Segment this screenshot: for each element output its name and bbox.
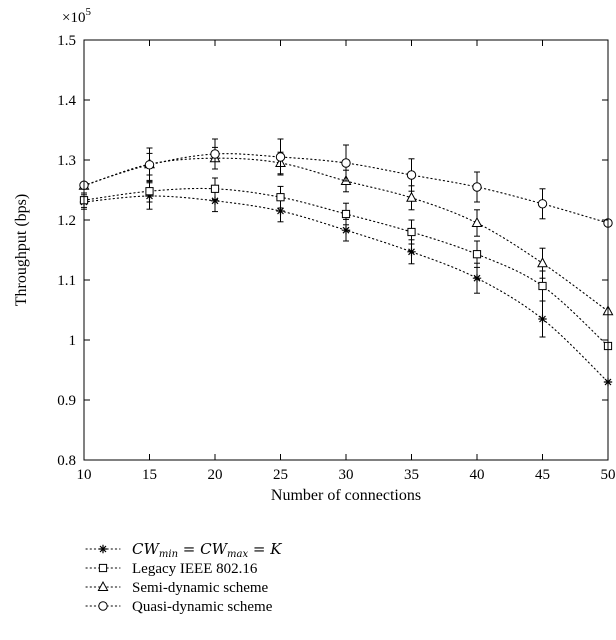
- marker-circle: [144, 160, 155, 170]
- y-tick-label: 1.3: [57, 153, 76, 169]
- axes-frame: [83, 39, 609, 461]
- data-point: [210, 184, 220, 193]
- marker-square: [145, 187, 154, 196]
- data-point: [471, 216, 483, 227]
- x-tick-label: 30: [339, 467, 354, 483]
- marker-asterisk: [98, 544, 108, 554]
- legend-label-legacy: Legacy IEEE 802.16: [132, 561, 258, 577]
- data-point: [210, 196, 220, 205]
- data-point: [407, 247, 416, 256]
- legend-math-sub-min: min: [159, 549, 178, 560]
- y-tick-label: 1.4: [57, 93, 76, 109]
- data-point: [341, 226, 351, 235]
- data-point: [276, 206, 285, 216]
- legend: CWmin = CWmax = K Legacy IEEE 802.16 Sem…: [85, 540, 282, 615]
- data-point: [472, 182, 482, 192]
- axes: ×105 Number of connections Throughput (b…: [13, 6, 616, 504]
- y-axis-multiplier: ×105: [62, 6, 91, 26]
- y-axis-multiplier-base: ×10: [62, 10, 85, 26]
- data-point: [538, 281, 547, 291]
- legend-marker-triangle: [97, 580, 109, 591]
- x-tick-label: 25: [273, 467, 288, 483]
- marker-asterisk: [472, 274, 482, 283]
- x-tick-label: 50: [601, 467, 616, 483]
- data-point: [472, 274, 482, 283]
- legend-math-cw-2: CW: [200, 540, 228, 558]
- x-tick-label: 35: [404, 467, 419, 483]
- marker-circle: [406, 170, 417, 180]
- data-point: [472, 250, 482, 259]
- marker-square: [276, 193, 285, 202]
- y-tick-label: 1.2: [57, 213, 76, 229]
- data-point: [538, 314, 547, 324]
- legend-math-eq-1: =: [178, 540, 200, 558]
- x-tick-label: 40: [470, 467, 485, 483]
- y-tick-label: 0.8: [57, 453, 76, 469]
- legend-math-eq-2: = K: [248, 540, 282, 558]
- marker-triangle: [97, 580, 109, 591]
- legend-marker-square: [98, 563, 108, 573]
- marker-asterisk: [538, 314, 547, 324]
- marker-triangle: [406, 191, 417, 202]
- data-point: [407, 227, 416, 237]
- legend-math-cw-1: CW: [132, 540, 160, 558]
- series-circle: [79, 138, 613, 228]
- legend-label-cw-equal: CWmin = CWmax = K: [132, 540, 282, 560]
- data-point: [406, 191, 417, 202]
- x-tick-label: 20: [208, 467, 223, 483]
- y-axis-multiplier-exponent: 5: [85, 6, 91, 18]
- marker-square: [407, 227, 416, 237]
- marker-triangle: [537, 257, 548, 268]
- data-point: [537, 257, 548, 268]
- y-tick-label: 0.9: [57, 393, 76, 409]
- y-tick-label: 1.5: [57, 33, 76, 49]
- x-tick-label: 15: [142, 467, 157, 483]
- data-point: [537, 199, 548, 209]
- marker-asterisk: [210, 196, 220, 205]
- marker-asterisk: [276, 206, 285, 216]
- series-square: [79, 177, 613, 351]
- legend-label-quasi-dynamic: Quasi-dynamic scheme: [132, 599, 273, 615]
- y-tick-label: 1.1: [57, 273, 76, 289]
- legend-marker-circle: [98, 601, 108, 611]
- plot-area: [78, 138, 614, 387]
- marker-square: [98, 563, 108, 573]
- marker-square: [210, 184, 220, 193]
- legend-math-sub-max: max: [227, 549, 248, 560]
- data-point: [275, 152, 286, 162]
- legend-marker-asterisk: [98, 544, 108, 554]
- data-point: [276, 193, 285, 202]
- data-point: [144, 160, 155, 170]
- y-axis-title: Throughput (bps): [13, 194, 30, 306]
- marker-asterisk: [341, 226, 351, 235]
- x-tick-label: 45: [535, 467, 550, 483]
- marker-square: [472, 250, 482, 259]
- data-point: [210, 149, 220, 159]
- marker-circle: [472, 182, 482, 192]
- legend-label-semi-dynamic: Semi-dynamic scheme: [132, 580, 269, 596]
- x-axis-title: Number of connections: [271, 487, 421, 504]
- data-point: [145, 187, 154, 196]
- y-tick-label: 1: [69, 333, 77, 349]
- marker-circle: [275, 152, 286, 162]
- marker-square: [538, 281, 547, 291]
- marker-circle: [341, 158, 351, 168]
- x-tick-label: 10: [77, 467, 92, 483]
- marker-circle: [98, 601, 108, 611]
- marker-circle: [210, 149, 220, 159]
- marker-circle: [537, 199, 548, 209]
- marker-asterisk: [407, 247, 416, 256]
- data-point: [406, 170, 417, 180]
- series-line: [83, 153, 609, 224]
- data-point: [341, 158, 351, 168]
- data-point: [341, 209, 351, 219]
- marker-triangle: [471, 216, 483, 227]
- marker-square: [341, 209, 351, 219]
